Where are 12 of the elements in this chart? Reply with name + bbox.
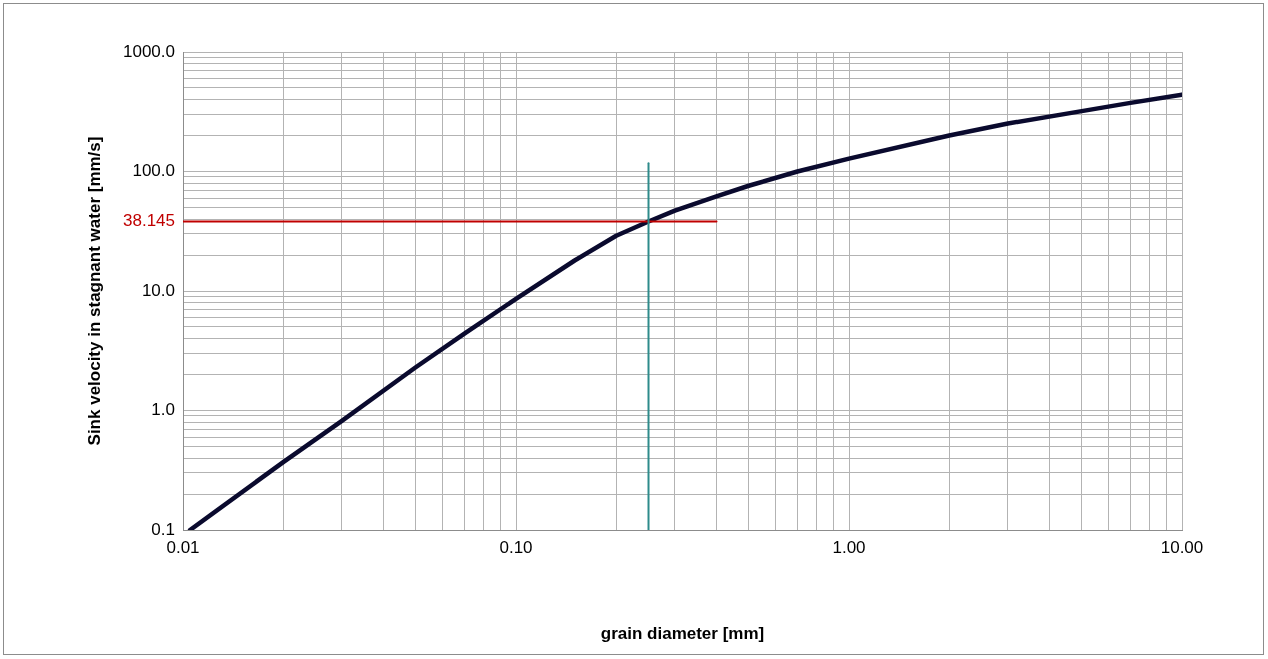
x-tick-label: 0.10: [499, 537, 533, 557]
x-axis-title: grain diameter [mm]: [600, 624, 765, 644]
y-tick-label: 0.1: [151, 519, 175, 539]
y-tick-label: 1.0: [151, 400, 175, 420]
y-tick-label: 1000.0: [123, 41, 175, 61]
x-tick-label: 0.01: [166, 537, 200, 557]
y-axis-title: Sink velocity in stagnant water [mm/s]: [84, 136, 104, 446]
text: 38.145: [123, 211, 175, 231]
x-tick-label: 1.00: [832, 537, 866, 557]
x-tick-label: 10.00: [1160, 537, 1204, 557]
y-tick-label: 100.0: [132, 161, 175, 181]
y-tick-label: 10.0: [141, 280, 175, 300]
